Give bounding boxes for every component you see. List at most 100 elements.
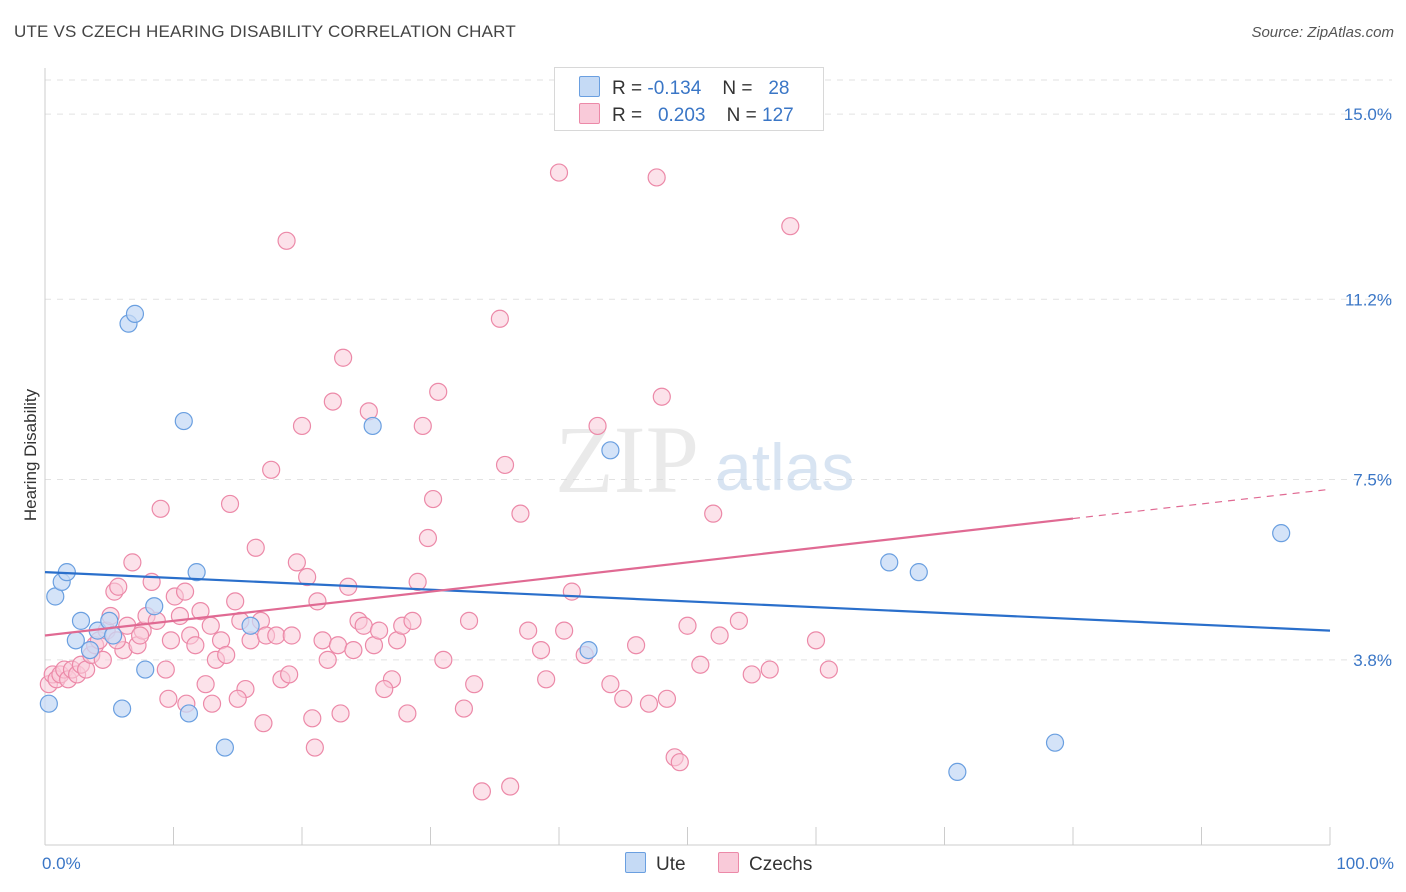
czech-point [819,660,838,679]
czech-point [537,670,556,689]
czech-point [201,616,220,635]
czech-point [519,621,538,640]
legend-item-czechs: Czechs [718,852,812,876]
czech-point [434,650,453,669]
czech-point [639,694,659,713]
czech-point [123,553,142,572]
czech-swatch [579,103,600,124]
ute-r-value: -0.134 [647,78,702,99]
czech-point [465,675,484,694]
czech-point [156,660,175,679]
czech-point [175,582,195,601]
czech-point [454,699,474,718]
ute-legend-swatch [625,852,646,873]
czech-point [313,631,332,650]
czech-point [549,163,569,182]
czech-point [710,626,729,645]
czech-point [652,387,671,406]
czech-point [647,168,666,187]
czech-point [678,616,697,635]
czech-point [186,636,205,655]
czech-point [408,572,427,591]
ute-n-value: 28 [768,78,790,99]
legend-item-ute: Ute [625,852,686,876]
x-tick-label: 100.0% [1336,854,1394,873]
ute-swatch [579,76,600,97]
ute-point [579,640,598,660]
tick-labels: 3.8% 7.5% 11.2% 15.0% 0.0% 100.0% [42,105,1394,873]
czech-point [202,694,222,713]
ute-point [215,738,234,757]
watermark: ZIP atlas [555,406,854,513]
y-tick-label: 15.0% [1344,105,1392,124]
czech-n-value: 127 [762,105,794,126]
watermark-zip: ZIP [555,406,699,513]
ute-point [145,597,164,616]
czech-point [303,709,322,728]
czech-point [305,738,324,757]
trend-lines [44,488,1331,637]
czech-point [170,606,190,626]
czech-point [601,675,620,694]
czech-point [262,460,281,479]
czech-point [403,611,422,630]
czech-point [246,538,265,557]
series-legend: Ute Czechs [0,852,1406,878]
czech-point [308,592,327,611]
ute-point [880,553,899,572]
ute-trend-line [44,571,1331,632]
czech-point [282,626,301,645]
y-tick-label: 11.2% [1345,290,1392,309]
czech-point [490,309,509,328]
czech-point [729,611,749,630]
czech-point [472,782,491,801]
czech-point [109,577,128,596]
czech-point [354,616,373,635]
ute-point [125,304,145,323]
czech-r-value: 0.203 [657,105,706,126]
czech-point [323,392,342,411]
czech-point [130,626,150,645]
czech-point [277,231,296,250]
czech-point [626,636,646,655]
czech-point [344,640,363,660]
czech-point [254,714,273,733]
czech-point [161,631,181,650]
y-tick-label: 3.8% [1353,651,1392,670]
ute-point [1272,524,1291,543]
source-label: Source: ZipAtlas.com [1251,24,1394,41]
czech-point [555,621,574,640]
czech-trend-extension [1072,488,1331,520]
czech-point [334,348,353,367]
czech-point [413,416,432,436]
czech-point [562,582,581,601]
czech-point [159,689,178,708]
ute-point [187,563,206,582]
czech-n-label: N = [726,105,757,126]
czech-point [614,689,633,708]
ute-point [241,616,260,635]
ute-point [1045,733,1065,752]
czech-point [704,504,723,523]
y-axis-label: Hearing Disability [21,388,40,521]
czech-point [191,602,210,621]
czech-point [220,494,240,514]
ute-point [179,704,199,723]
czech-point [398,704,417,723]
czech-point [267,626,286,645]
ute-point [136,660,155,679]
czech-point [495,455,515,475]
czech-point [418,528,438,548]
czech-point [217,645,236,665]
czech-point [196,675,215,694]
ute-point [104,626,123,645]
czech-point [228,689,247,708]
ute-point [112,699,132,718]
czech-point [691,655,710,674]
czech-point [280,665,299,684]
ute-legend-label: Ute [656,854,686,875]
ute-n-label: N = [722,78,753,99]
czech-point [657,689,677,708]
czech-legend-label: Czechs [749,854,813,875]
